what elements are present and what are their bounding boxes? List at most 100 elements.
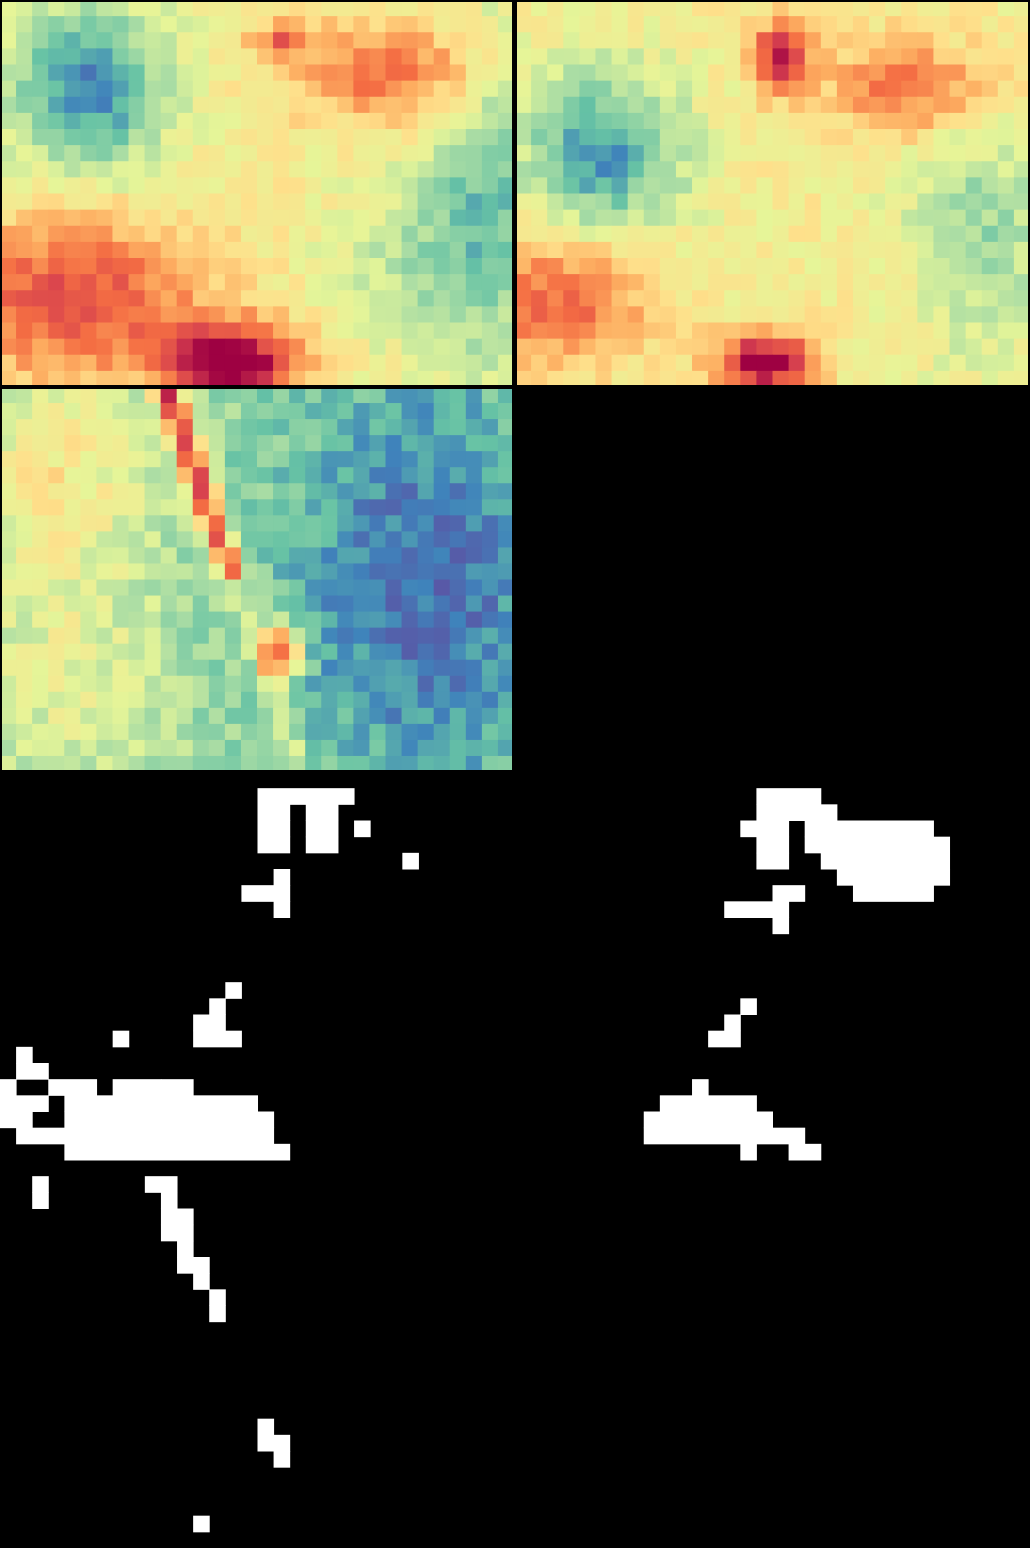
heatmap-cell <box>337 290 354 307</box>
heatmap-cell <box>401 354 419 372</box>
heatmap-cell <box>240 419 258 436</box>
heatmap-cell <box>401 547 419 565</box>
heatmap-cell <box>885 48 902 66</box>
heatmap-cell <box>80 435 97 452</box>
heatmap-cell <box>48 675 65 693</box>
heatmap-cell <box>48 627 65 645</box>
heatmap-cell <box>949 322 967 340</box>
heatmap-cell <box>240 370 258 387</box>
heatmap-cell <box>16 258 33 275</box>
heatmap-cell <box>273 595 290 613</box>
heatmap-cell <box>708 161 725 178</box>
heatmap-cell <box>353 370 371 387</box>
heatmap-cell <box>1013 322 1030 340</box>
heatmap-cell <box>321 739 338 757</box>
heatmap-cell <box>32 483 49 500</box>
heatmap-cell <box>0 209 17 227</box>
heatmap-cell <box>192 451 210 468</box>
heatmap-cell <box>820 225 838 243</box>
heatmap-cell <box>627 241 645 259</box>
heatmap-cell <box>16 435 33 452</box>
heatmap-cell <box>724 80 741 98</box>
heatmap-cell <box>675 370 693 387</box>
heatmap-cell <box>32 563 49 581</box>
heatmap-cell <box>917 64 935 82</box>
heatmap-cell <box>321 177 338 195</box>
mask-cell <box>209 998 226 1015</box>
heatmap-cell <box>627 290 645 307</box>
heatmap-cell <box>949 338 967 356</box>
heatmap-cell <box>692 338 709 356</box>
mask-cell <box>241 885 291 902</box>
heatmap-cell <box>321 595 338 613</box>
heatmap-cell <box>273 48 290 66</box>
mask-cell <box>64 1111 275 1129</box>
heatmap-cell <box>273 193 290 211</box>
heatmap-cell <box>659 16 677 33</box>
heatmap-cell <box>481 338 499 356</box>
heatmap-cell <box>933 209 951 227</box>
heatmap-cell <box>595 32 613 49</box>
heatmap-cell <box>32 193 49 211</box>
heatmap-cell <box>949 0 967 17</box>
heatmap-cell <box>531 290 548 307</box>
heatmap-cell <box>369 755 387 772</box>
heatmap-cell <box>724 64 741 82</box>
heatmap-cell <box>547 322 564 340</box>
heatmap-cell <box>449 675 467 693</box>
heatmap-cell <box>385 403 403 420</box>
heatmap-cell <box>692 145 709 162</box>
heatmap-cell <box>1013 64 1030 82</box>
heatmap-cell <box>128 467 146 484</box>
heatmap-cell <box>112 579 130 597</box>
heatmap-cell <box>449 563 467 581</box>
heatmap-cell <box>497 643 514 661</box>
heatmap-cell <box>497 370 514 387</box>
heatmap-cell <box>337 370 354 387</box>
heatmap-cell <box>208 403 226 420</box>
mask-cell <box>160 1079 194 1096</box>
heatmap-cell <box>675 322 693 340</box>
heatmap-cell <box>449 48 467 66</box>
heatmap-cell <box>32 739 49 757</box>
heatmap-cell <box>401 419 419 436</box>
heatmap-cell <box>0 354 17 372</box>
heatmap-cell <box>465 675 483 693</box>
heatmap-cell <box>531 209 548 227</box>
heatmap-cell <box>144 274 162 291</box>
heatmap-cell <box>305 707 322 725</box>
heatmap-cell <box>981 354 999 372</box>
heatmap-cell <box>433 274 451 291</box>
heatmap-cell <box>273 290 290 307</box>
heatmap-cell <box>96 755 114 772</box>
heatmap-cell <box>321 611 338 629</box>
heatmap-cell <box>724 0 741 17</box>
heatmap-cell <box>981 0 999 17</box>
heatmap-cell <box>305 80 322 98</box>
heatmap-cell <box>160 755 178 772</box>
heatmap-cell <box>740 129 757 146</box>
heatmap-cell <box>80 499 97 516</box>
heatmap-cell <box>804 16 822 33</box>
mask-cell <box>160 1208 194 1226</box>
heatmap-cell <box>417 354 435 372</box>
heatmap-cell <box>417 723 435 741</box>
heatmap-cell <box>659 274 677 291</box>
heatmap-cell <box>465 403 483 420</box>
heatmap-cell <box>321 161 338 178</box>
heatmap-cell <box>740 161 757 178</box>
heatmap-cell <box>465 643 483 661</box>
heatmap-cell <box>337 563 354 581</box>
heatmap-cell <box>401 467 419 484</box>
heatmap-cell <box>208 451 226 468</box>
heatmap-cell <box>321 80 338 98</box>
heatmap-cell <box>96 16 114 33</box>
heatmap-cell <box>16 112 33 130</box>
heatmap-cell <box>144 32 162 49</box>
heatmap-cell <box>0 419 17 436</box>
heatmap-cell <box>547 0 564 17</box>
heatmap-cell <box>385 96 403 114</box>
heatmap-cell <box>48 241 65 259</box>
heatmap-cell <box>112 96 130 114</box>
heatmap-cell <box>497 739 514 757</box>
